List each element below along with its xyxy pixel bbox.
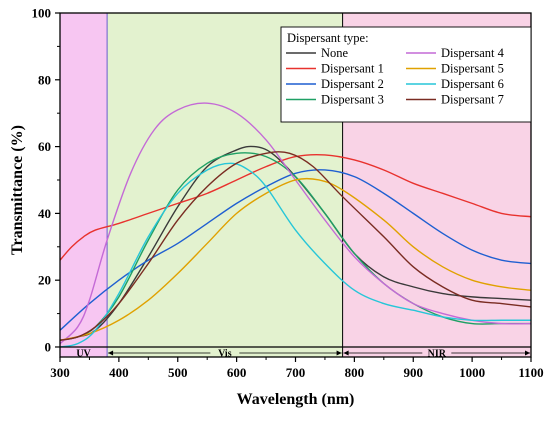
series-line-dispersant-1 — [59, 153, 532, 261]
legend-title: Dispersant type: — [287, 31, 369, 45]
series-line-dispersant-6 — [59, 162, 531, 348]
x-tick-label: 700 — [286, 365, 306, 380]
y-tick-label: 20 — [38, 273, 51, 288]
legend-label-dispersant-2: Dispersant 2 — [321, 77, 384, 91]
region-nir-arrowhead-left — [343, 350, 349, 356]
legend-label-dispersant-1: Dispersant 1 — [321, 62, 384, 76]
x-tick-label: 800 — [345, 365, 365, 380]
x-tick-label: 500 — [168, 365, 188, 380]
region-nir-arrowhead-right — [525, 350, 530, 356]
legend-label-dispersant-5: Dispersant 5 — [441, 62, 504, 76]
legend-label-none: None — [321, 46, 349, 60]
series-line-dispersant-2 — [59, 169, 532, 331]
x-tick-label: 400 — [109, 365, 129, 380]
x-tick-label: 1100 — [518, 365, 543, 380]
legend-box — [280, 26, 532, 123]
series-line-dispersant-5 — [59, 177, 532, 341]
x-tick-label: 300 — [50, 365, 70, 380]
series-lines — [59, 102, 532, 348]
region-label-vis: Vis — [218, 348, 232, 359]
tick-labels: 300 400 500 600 700 800 900 1000 1100 0 20 40 60 80 10… — [32, 6, 544, 381]
y-tick-label: 100 — [32, 6, 52, 21]
region-uv-band — [60, 13, 108, 357]
x-tick-label: 1000 — [459, 365, 485, 380]
region-label-uv: UV — [76, 348, 91, 359]
region-vis-arrowhead-left — [108, 350, 114, 356]
zero-reference-line: UV Vis NIR — [60, 346, 531, 359]
x-tick-label: 600 — [227, 365, 247, 380]
region-vis-arrowhead-right — [336, 350, 342, 356]
series-line-dispersant-4 — [59, 102, 532, 345]
y-tick-label: 40 — [38, 206, 51, 221]
legend-label-dispersant-4: Dispersant 4 — [441, 46, 505, 60]
y-tick-label: 80 — [38, 72, 51, 87]
y-axis-title: Transmittance (%) — [9, 125, 26, 255]
x-tick-label: 900 — [404, 365, 424, 380]
y-tick-label: 0 — [45, 339, 52, 354]
x-axis-title: Wavelength (nm) — [237, 391, 355, 408]
region-labels: UV Vis NIR — [76, 348, 530, 359]
region-label-nir: NIR — [428, 348, 447, 359]
legend-label-dispersant-6: Dispersant 6 — [441, 77, 504, 91]
y-tick-label: 60 — [38, 139, 51, 154]
legend-label-dispersant-7: Dispersant 7 — [441, 93, 504, 107]
series-line-dispersant-7 — [59, 151, 532, 341]
legend-label-dispersant-3: Dispersant 3 — [321, 93, 384, 107]
